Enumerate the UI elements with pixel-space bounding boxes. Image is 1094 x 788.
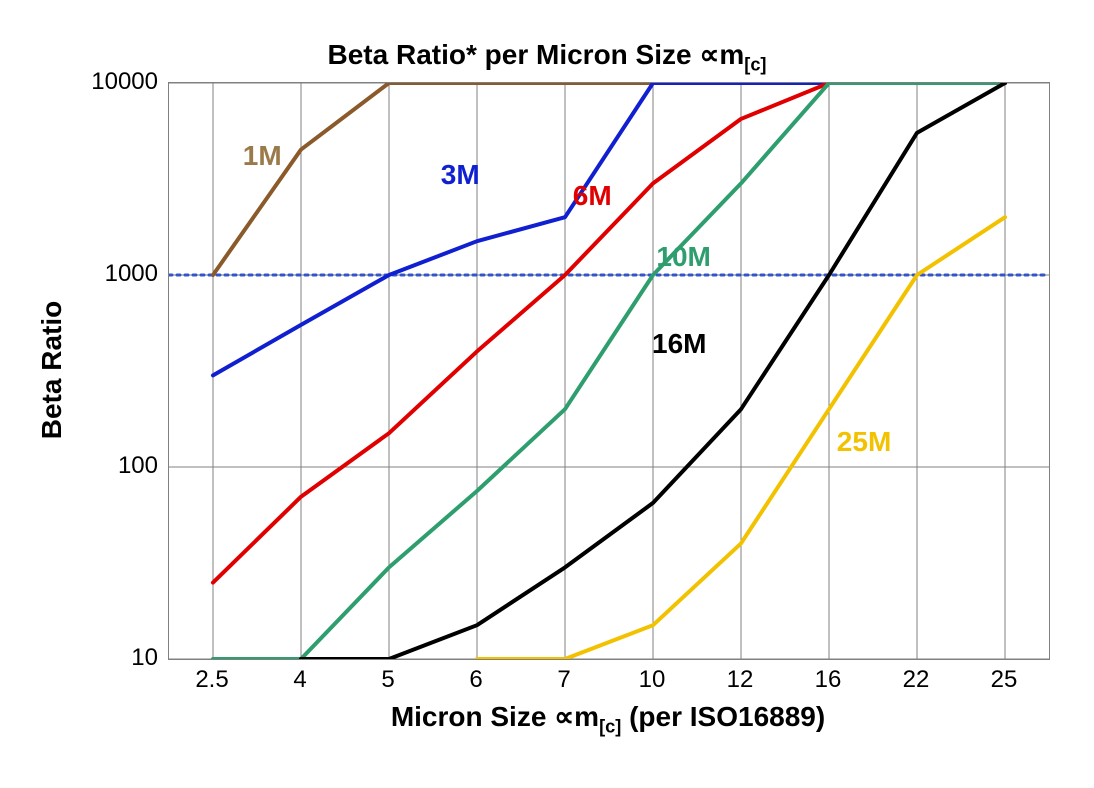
beta-ratio-chart: Beta Ratio* per Micron Size ∝m[c] Beta R…: [0, 0, 1094, 788]
xtick-2.5: 2.5: [195, 666, 228, 694]
xtick-7: 7: [557, 666, 570, 694]
xtick-25: 25: [991, 666, 1018, 694]
xtick-16: 16: [815, 666, 842, 694]
xtick-12: 12: [727, 666, 754, 694]
xtick-6: 6: [469, 666, 482, 694]
ytick-10000: 10000: [58, 68, 158, 96]
series-label-25M: 25M: [837, 426, 891, 458]
series-label-16M: 16M: [652, 328, 706, 360]
ytick-100: 100: [58, 452, 158, 480]
series-label-3M: 3M: [441, 159, 480, 191]
series-label-6M: 6M: [573, 180, 612, 212]
ytick-1000: 1000: [58, 260, 158, 288]
plot-area: [168, 82, 1050, 660]
xtick-5: 5: [381, 666, 394, 694]
xtick-22: 22: [903, 666, 930, 694]
chart-title: Beta Ratio* per Micron Size ∝m[c]: [0, 38, 1094, 76]
series-label-1M: 1M: [243, 140, 282, 172]
series-10M: [213, 83, 1005, 659]
x-axis-label: Micron Size ∝m[c] (per ISO16889): [168, 700, 1048, 738]
series-6M: [213, 83, 1005, 583]
ytick-10: 10: [58, 644, 158, 672]
y-axis-label: Beta Ratio: [36, 301, 68, 439]
plot-svg: [169, 83, 1049, 659]
xtick-4: 4: [293, 666, 306, 694]
series-label-10M: 10M: [656, 241, 710, 273]
xtick-10: 10: [639, 666, 666, 694]
